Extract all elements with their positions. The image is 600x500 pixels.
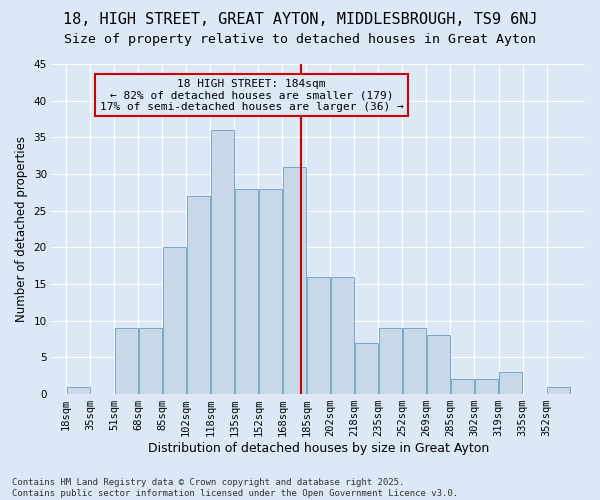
- Bar: [331, 276, 354, 394]
- Y-axis label: Number of detached properties: Number of detached properties: [15, 136, 28, 322]
- Bar: [259, 188, 282, 394]
- Bar: [163, 248, 185, 394]
- Bar: [499, 372, 522, 394]
- Bar: [211, 130, 233, 394]
- Bar: [235, 188, 258, 394]
- Text: 18 HIGH STREET: 184sqm
← 82% of detached houses are smaller (179)
17% of semi-de: 18 HIGH STREET: 184sqm ← 82% of detached…: [100, 79, 404, 112]
- Text: 18, HIGH STREET, GREAT AYTON, MIDDLESBROUGH, TS9 6NJ: 18, HIGH STREET, GREAT AYTON, MIDDLESBRO…: [63, 12, 537, 28]
- Bar: [307, 276, 330, 394]
- Text: Size of property relative to detached houses in Great Ayton: Size of property relative to detached ho…: [64, 32, 536, 46]
- Bar: [379, 328, 402, 394]
- Bar: [187, 196, 209, 394]
- Bar: [139, 328, 161, 394]
- Bar: [355, 342, 378, 394]
- Bar: [67, 386, 89, 394]
- Text: Contains HM Land Registry data © Crown copyright and database right 2025.
Contai: Contains HM Land Registry data © Crown c…: [12, 478, 458, 498]
- Bar: [115, 328, 137, 394]
- X-axis label: Distribution of detached houses by size in Great Ayton: Distribution of detached houses by size …: [148, 442, 489, 455]
- Bar: [403, 328, 426, 394]
- Bar: [547, 386, 570, 394]
- Bar: [283, 166, 306, 394]
- Bar: [451, 380, 474, 394]
- Bar: [427, 336, 450, 394]
- Bar: [475, 380, 498, 394]
